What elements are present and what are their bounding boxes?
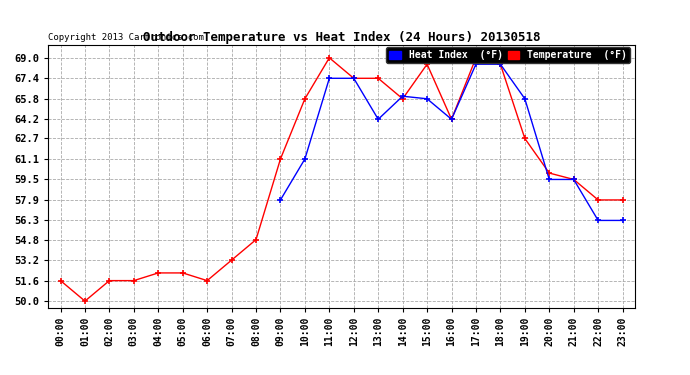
Legend: Heat Index  (°F), Temperature  (°F): Heat Index (°F), Temperature (°F) — [386, 47, 630, 63]
Text: Copyright 2013 Cartronics.com: Copyright 2013 Cartronics.com — [48, 33, 204, 42]
Title: Outdoor Temperature vs Heat Index (24 Hours) 20130518: Outdoor Temperature vs Heat Index (24 Ho… — [143, 31, 540, 44]
